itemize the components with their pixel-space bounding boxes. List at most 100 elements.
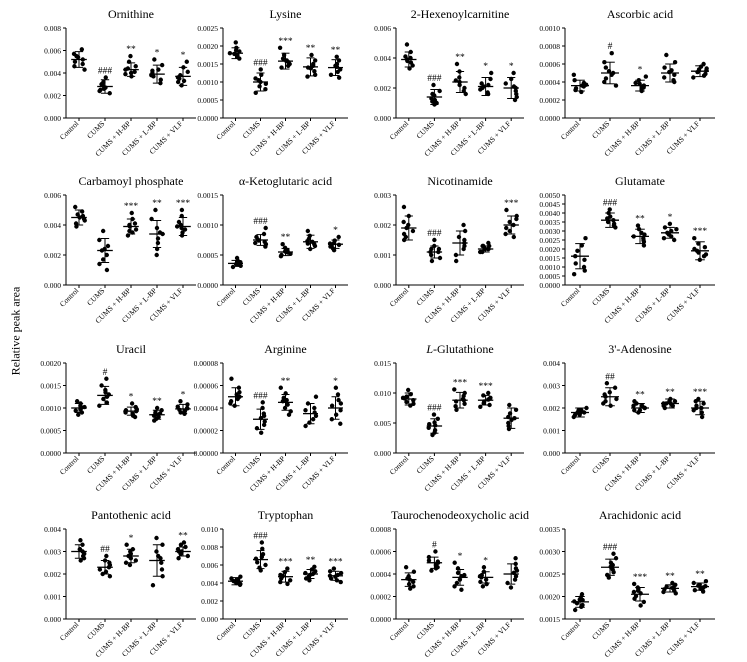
data-point: [312, 58, 318, 63]
chart-title-rest: -Glutathione: [433, 342, 494, 356]
chart-title: 2-Hexenoylcarnitine: [411, 7, 510, 21]
x-tick-label: Control: [58, 119, 81, 142]
data-point: [97, 403, 102, 408]
y-tick-label: 0.010: [201, 525, 218, 534]
significance-label: *: [668, 213, 673, 223]
y-tick-label: 0.006: [374, 24, 391, 33]
x-tick-label: Control: [559, 454, 582, 477]
x-tick-label: Control: [388, 620, 411, 643]
y-tick-label: 0.0025: [197, 24, 218, 33]
data-point: [262, 419, 267, 424]
chart-title: Nicotinamide: [427, 174, 492, 188]
data-point: [229, 376, 234, 381]
data-point: [580, 597, 585, 603]
data-point: [483, 577, 489, 582]
significance-label: **: [281, 233, 291, 243]
data-point: [258, 568, 263, 573]
data-point: [406, 222, 411, 228]
data-point: [454, 407, 459, 412]
data-point: [674, 227, 679, 232]
y-tick-label: 0.0008: [370, 525, 391, 534]
data-point: [99, 383, 104, 388]
data-point: [662, 225, 668, 230]
y-tick-label: 0.0020: [539, 593, 560, 602]
chart-title: Carbamoyl phosphate: [79, 174, 184, 188]
data-point: [401, 237, 407, 243]
data-point: [512, 577, 518, 582]
data-point: [160, 542, 165, 547]
significance-label: ***: [478, 382, 493, 392]
significance-label: ***: [328, 558, 343, 568]
data-point: [235, 396, 240, 402]
data-point: [97, 88, 102, 94]
significance-label: ###: [253, 391, 268, 401]
data-point: [641, 599, 647, 605]
x-tick-label: CUMS: [241, 454, 262, 475]
data-point: [124, 542, 129, 547]
data-point: [258, 430, 264, 435]
data-point: [184, 59, 189, 64]
data-point: [235, 577, 241, 582]
data-point: [481, 401, 486, 406]
chart-title: L-Glutathione: [425, 342, 493, 356]
x-tick-label: Control: [559, 286, 582, 309]
significance-label: **: [665, 388, 675, 398]
data-point: [433, 549, 438, 554]
data-point: [582, 257, 587, 262]
data-point: [149, 216, 154, 222]
data-point: [603, 65, 609, 70]
data-point: [133, 558, 139, 563]
data-point: [508, 585, 514, 590]
y-tick-label: 0.0040: [539, 209, 560, 218]
data-point: [263, 87, 268, 92]
data-point: [671, 237, 677, 243]
data-point: [182, 227, 188, 232]
data-point: [404, 42, 410, 47]
data-point: [97, 237, 102, 243]
significance-label: ***: [693, 227, 708, 237]
data-point: [452, 584, 457, 589]
data-point: [81, 556, 87, 561]
data-point: [572, 607, 578, 613]
data-point: [331, 248, 337, 253]
data-point: [238, 263, 243, 268]
chart-panel-2: 2-Hexenoylcarnitine 0.000 0.002 0.004 0.006 C…: [374, 7, 524, 158]
data-point: [74, 399, 80, 404]
significance-label: ###: [253, 532, 268, 542]
chart-panel-6: Nicotinamide 0.000 0.001 0.002 0.003 Control C…: [374, 174, 524, 325]
data-point: [80, 61, 85, 67]
y-tick-label: 0.003: [543, 382, 560, 391]
data-point: [635, 588, 641, 593]
y-tick-label: 0.000: [543, 449, 560, 458]
data-point: [573, 87, 578, 93]
significance-label: ***: [176, 199, 191, 209]
y-tick-label: 0.0030: [539, 227, 560, 236]
data-point: [607, 207, 612, 212]
data-point: [128, 549, 133, 554]
x-tick-label: CUMS: [414, 454, 435, 475]
data-point: [583, 236, 588, 241]
data-point: [253, 240, 258, 246]
data-point: [73, 204, 78, 210]
y-tick-label: 0.004: [543, 359, 560, 368]
data-point: [127, 562, 133, 568]
y-tick-label: 0.00000: [194, 449, 219, 458]
y-tick-label: 0.0004: [370, 570, 391, 579]
y-tick-label: 0.0035: [539, 525, 560, 534]
data-point: [603, 76, 609, 81]
y-tick-label: 0.004: [44, 69, 61, 78]
y-tick-label: 0.000: [374, 281, 391, 290]
chart-title-italic: L: [425, 342, 433, 356]
significance-label: *: [333, 377, 338, 387]
data-point: [463, 91, 468, 97]
data-point: [287, 578, 293, 583]
chart-panel-5: α-Ketoglutaric acid 0.0000 0.0005 0.0010 0.0…: [197, 174, 348, 325]
y-tick-label: 0.000: [44, 114, 61, 123]
chart-panel-1: Lysine 0.0000 0.0005 0.0010 0.0015 0.0020 0.00…: [197, 7, 348, 158]
chart-panel-4: Carbamoyl phosphate 0.000 0.002 0.004 0.006 C…: [44, 174, 196, 325]
y-tick-label: 0.002: [201, 597, 218, 606]
data-point: [631, 403, 636, 408]
data-point: [335, 69, 340, 75]
significance-label: #: [608, 42, 613, 52]
data-point: [404, 399, 409, 405]
